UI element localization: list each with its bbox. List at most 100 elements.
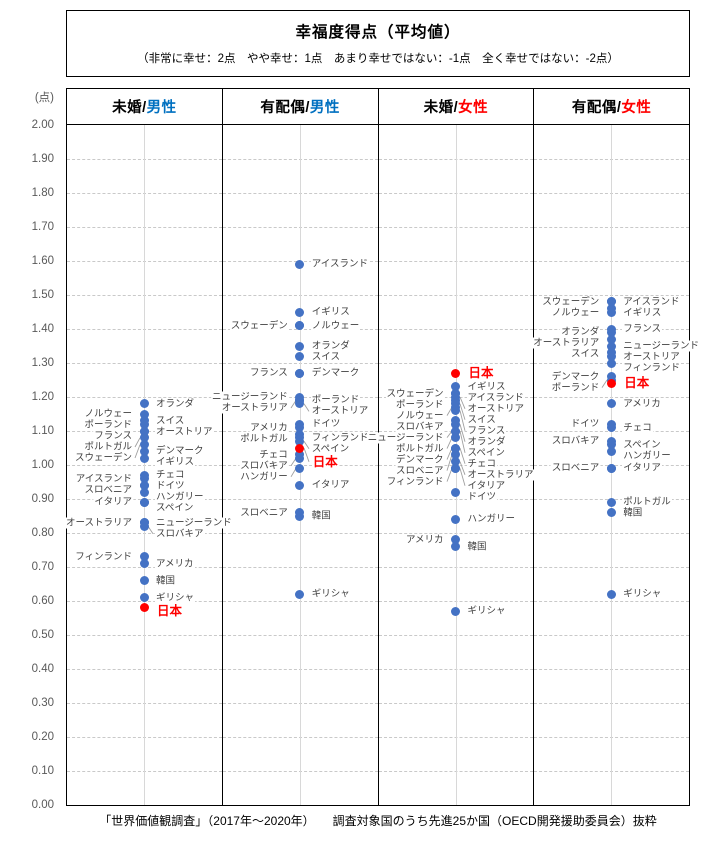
country-label: 韓国 — [466, 541, 488, 553]
panel-4: 有配偶/女性 スウェーデン ノルウェー オランダ オーストラリア スイス デンマーク ポーラン… — [532, 89, 701, 805]
data-point-dot — [295, 589, 305, 599]
data-point-dot — [139, 521, 149, 531]
country-label: チェコ — [155, 469, 186, 481]
panel-header: 有配偶/男性 — [222, 89, 378, 125]
panel-header-suffix: 男性 — [146, 100, 177, 116]
chart-area: 未婚/男性 ノルウェー ポーランド フランス ポルトガル スウェーデン アイスランド スロベニ… — [64, 88, 701, 806]
country-label-japan: 日本 — [311, 454, 339, 469]
y-tick-label: 1.80 — [31, 187, 54, 199]
panel-plot: スウェーデン フランス ニュージーランド オーストラリア アメリカ ポルトガル チェコ スロバ… — [210, 125, 378, 805]
data-point-dot — [295, 307, 305, 317]
data-point-dot — [139, 559, 149, 569]
data-point-dot — [606, 463, 616, 473]
country-label: アメリカ — [622, 398, 662, 410]
country-label: ノルウェー — [550, 307, 601, 319]
data-point-dot — [295, 259, 305, 269]
country-label: スロバキア — [550, 435, 601, 447]
y-tick-label: 0.00 — [31, 799, 54, 811]
chart-title-box: 幸福度得点（平均値） （非常に幸せ：2点 やや幸せ：1点 あまり幸せではない：-… — [66, 10, 690, 77]
data-point-dot — [139, 552, 149, 562]
country-label: チェコ — [466, 458, 498, 470]
data-point-dot-japan — [606, 378, 616, 388]
country-label: ポルトガル — [239, 433, 289, 445]
country-label: スイス — [310, 351, 341, 363]
leader-line — [446, 454, 452, 471]
y-tick-label: 0.20 — [31, 731, 54, 743]
leader-line — [459, 424, 465, 442]
country-label: ギリシャ — [155, 592, 196, 604]
country-label: ギリシャ — [310, 588, 351, 600]
country-label: フィンランド — [622, 362, 682, 374]
panel-3: 未婚/女性 スウェーデン ポーランド ノルウェー スロバキア ニュージーランド ポルトガルデ… — [366, 89, 535, 805]
data-point-dot — [451, 426, 460, 436]
leader-line — [446, 468, 452, 482]
country-label: ドイツ — [155, 480, 186, 492]
y-axis-tick-labels: 2.00 1.90 1.80 1.70 1.60 1.50 1.40 1.30 1.20 1.10… — [8, 119, 54, 811]
country-label: アイスランド — [310, 258, 369, 270]
y-tick-label: 0.50 — [31, 629, 54, 641]
data-point-dot — [139, 409, 149, 419]
data-point-dot — [451, 419, 460, 429]
data-point-dot — [451, 542, 460, 552]
country-label: スイス — [155, 415, 186, 427]
country-label-japan: 日本 — [467, 366, 495, 381]
country-label: スペイン — [310, 443, 351, 455]
data-point-dot — [295, 511, 305, 521]
country-label: ポーランド — [550, 382, 601, 394]
y-tick-label: 0.90 — [31, 493, 54, 505]
country-label: ハンガリー — [155, 491, 205, 503]
country-label: イギリス — [155, 456, 196, 468]
y-tick-label: 1.70 — [31, 221, 54, 233]
data-point-dot — [606, 589, 616, 599]
country-label: フィンランド — [74, 551, 133, 563]
data-point-dot — [139, 426, 149, 436]
country-label: イギリス — [310, 306, 351, 318]
panel-2: 有配偶/男性 スウェーデン フランス ニュージーランド オーストラリア アメリカ ポルトガル… — [210, 89, 379, 805]
y-tick-label: 0.30 — [31, 697, 54, 709]
data-point-dot — [606, 440, 616, 450]
country-label-japan: 日本 — [156, 603, 184, 618]
country-label: イタリア — [622, 462, 662, 474]
data-point-dot-japan — [451, 368, 460, 378]
y-tick-label: 0.80 — [31, 527, 54, 539]
leader-line — [459, 403, 465, 420]
panel-1: 未婚/男性 ノルウェー ポーランド フランス ポルトガル スウェーデン アイスランド スロベニ… — [64, 89, 233, 805]
country-label: スイス — [570, 348, 601, 360]
leader-line — [290, 457, 297, 467]
country-label: フランス — [622, 323, 663, 335]
panel-header: 有配偶/女性 — [534, 89, 689, 125]
panel-header-prefix: 有配偶/ — [571, 100, 622, 116]
y-tick-label: 1.10 — [31, 425, 54, 437]
data-point-dot — [451, 406, 460, 416]
leader-line — [303, 447, 310, 462]
country-label: ハンガリー — [239, 471, 289, 483]
country-label: スロベニア — [83, 484, 133, 496]
country-label: オランダ — [466, 436, 507, 448]
data-point-dot — [606, 399, 616, 409]
country-label: アメリカ — [249, 422, 289, 434]
data-point-dot — [139, 419, 149, 429]
data-point-dot — [139, 453, 149, 463]
leader-lines — [134, 437, 154, 535]
y-tick-label: 1.90 — [31, 153, 54, 165]
leader-line — [601, 379, 608, 388]
leader-line — [134, 444, 141, 459]
leader-line — [459, 410, 465, 431]
country-label: オーストリア — [310, 405, 370, 417]
country-label: ドイツ — [466, 491, 498, 503]
data-point-dot — [451, 487, 460, 497]
center-axis-line — [144, 125, 145, 805]
data-point-dot — [451, 514, 460, 524]
country-label: ハンガリー — [622, 450, 672, 462]
data-point-dot — [606, 497, 616, 507]
y-tick-label: 0.70 — [31, 561, 54, 573]
data-point-dot — [295, 453, 305, 463]
panel-header-prefix: 未婚/ — [423, 100, 459, 116]
country-label: オランダ — [560, 326, 601, 338]
data-point-dot — [606, 446, 616, 456]
country-label: フランス — [248, 367, 289, 379]
country-label: スロベニア — [239, 507, 289, 519]
data-point-dot — [606, 327, 616, 337]
y-tick-label: 2.00 — [31, 119, 54, 131]
country-label: フランス — [93, 430, 133, 442]
